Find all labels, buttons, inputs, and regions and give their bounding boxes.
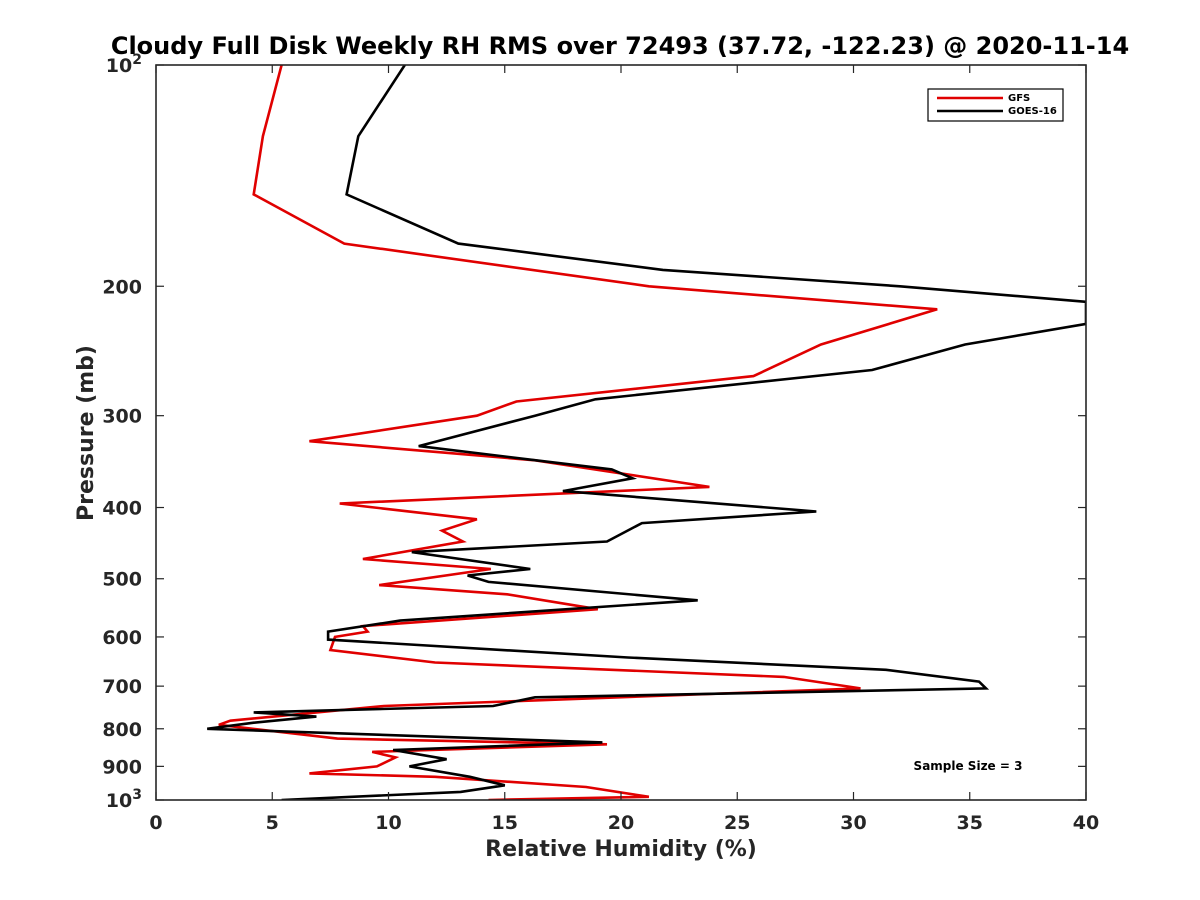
y-tick-label: 102 [106,52,142,77]
x-tick-label: 0 [149,812,162,834]
y-tick-label: 300 [102,406,142,428]
y-tick-label: 600 [102,627,142,649]
tick-marks [155,64,1087,801]
series-line-gfs [218,65,938,800]
legend-label-gfs: GFS [1008,93,1030,104]
legend: GFS GOES-16 [927,88,1064,122]
y-axis-label: Pressure (mb) [74,345,99,521]
y-tick-labels: 102 200 300 400 500 600 700 800 900 103 [102,52,142,812]
legend-box [927,88,1064,122]
y-tick-label: 103 [106,787,142,812]
y-tick-label: 700 [102,676,142,698]
x-tick-label: 10 [375,812,401,834]
x-tick-label: 40 [1073,812,1099,834]
y-tick-label: 500 [102,569,142,591]
x-tick-label: 25 [724,812,750,834]
x-tick-label: 30 [840,812,866,834]
y-tick-label: 900 [102,756,142,778]
x-tick-label: 15 [492,812,518,834]
x-tick-label: 20 [608,812,634,834]
legend-label-goes-16: GOES-16 [1008,106,1057,117]
y-tick-label: 800 [102,719,142,741]
plot-lines [207,65,1086,800]
x-tick-label: 35 [957,812,983,834]
chart-title: Cloudy Full Disk Weekly RH RMS over 7249… [111,32,1129,60]
x-axis-label: Relative Humidity (%) [485,837,757,862]
x-tick-label: 5 [266,812,279,834]
x-tick-labels: 0 5 10 15 20 25 30 35 40 [149,812,1099,834]
series-line-goes-16 [207,65,1086,800]
sample-size-annotation: Sample Size = 3 [914,759,1023,773]
y-tick-label: 200 [102,276,142,298]
y-tick-label: 400 [102,498,142,520]
